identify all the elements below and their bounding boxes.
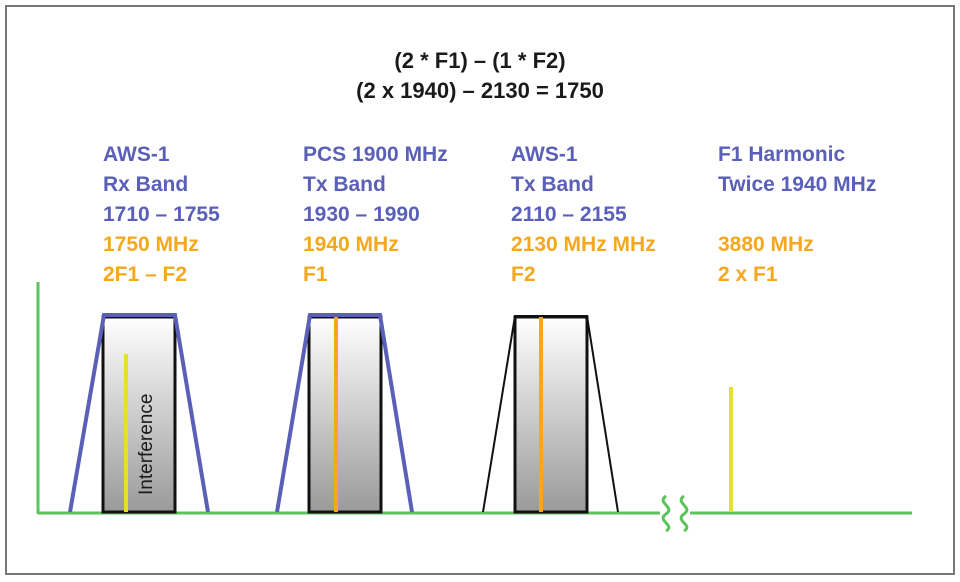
band-pcs-tx-fill [307, 315, 383, 514]
band-type: Tx Band [303, 173, 386, 196]
band-name: PCS 1900 MHz [303, 143, 448, 166]
band-aws1-rx-fill [101, 315, 177, 514]
signal-tag: F1 [303, 263, 328, 286]
signal-frequency: 1940 MHz [303, 233, 399, 256]
band-type: Tx Band [511, 173, 594, 196]
axis-break-mark [661, 494, 671, 533]
signal-frequency: 2130 MHz MHz [511, 233, 656, 256]
band-range: 2110 – 2155 [511, 203, 627, 226]
equation-line-1: (2 * F1) – (1 * F2) [394, 48, 566, 73]
band-range: 1710 – 1755 [103, 203, 220, 226]
band-pcs-tx-outline [275, 313, 414, 513]
band-name: AWS-1 [103, 143, 170, 166]
band-name: AWS-1 [511, 143, 578, 166]
signal-tag: 2F1 – F2 [103, 263, 188, 286]
band-aws1-tx-fill [513, 315, 589, 514]
band-type: Rx Band [103, 173, 189, 196]
signal-frequency: 1750 MHz [103, 233, 199, 256]
band-aws1-rx-outline [68, 313, 210, 513]
signal-tag: F2 [511, 263, 536, 286]
signal-frequency: 3880 MHz [718, 233, 814, 256]
signal-tag: 2 x F1 [718, 263, 778, 286]
band-range: 1930 – 1990 [303, 203, 420, 226]
band-name: F1 Harmonic [718, 143, 846, 166]
band-type: Twice 1940 MHz [718, 173, 877, 196]
interference-label: Interference [136, 394, 157, 495]
axis-break-mark [679, 494, 689, 533]
equation-line-2: (2 x 1940) – 2130 = 1750 [356, 78, 604, 103]
band-aws1-tx-outline [482, 315, 619, 513]
